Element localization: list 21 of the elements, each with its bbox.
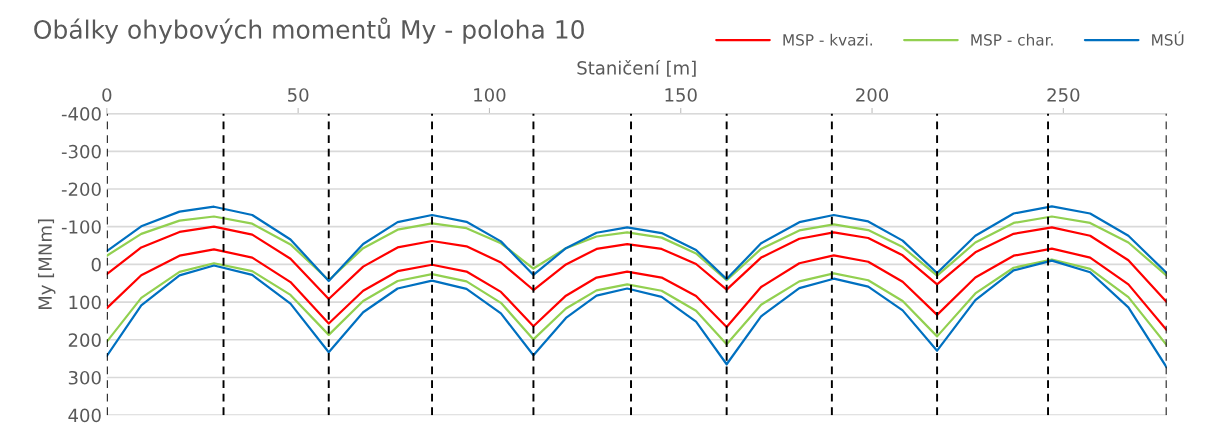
legend-label: MSP - char. xyxy=(971,33,1053,46)
y-tick-label: -200 xyxy=(61,182,101,197)
x-tick-label: 250 xyxy=(1047,88,1080,102)
x-axis-title: Staničení [m] xyxy=(577,59,696,77)
x-tick-label: 50 xyxy=(288,88,309,102)
y-tick-label: -100 xyxy=(61,220,101,234)
legend-label: MSÚ xyxy=(1152,31,1184,46)
x-tick-label: 200 xyxy=(856,88,889,102)
y-tick-label: 200 xyxy=(68,333,101,347)
legend-label: MSP - kvazi. xyxy=(783,33,872,46)
y-tick-label: 0 xyxy=(91,257,101,272)
y-tick-label: -400 xyxy=(61,107,101,121)
x-tick-label: 0 xyxy=(102,88,112,102)
y-tick-label: -300 xyxy=(61,144,101,159)
y-tick-label: 300 xyxy=(68,370,101,385)
y-tick-label: 400 xyxy=(68,408,101,423)
chart-title: Obálky ohybových momentů My - poloha 10 xyxy=(34,17,584,44)
y-tick-label: 100 xyxy=(69,295,101,310)
x-tick-label: 150 xyxy=(665,88,697,102)
x-tick-label: 100 xyxy=(474,88,506,102)
y-axis-title: My [MNm] xyxy=(37,219,56,309)
